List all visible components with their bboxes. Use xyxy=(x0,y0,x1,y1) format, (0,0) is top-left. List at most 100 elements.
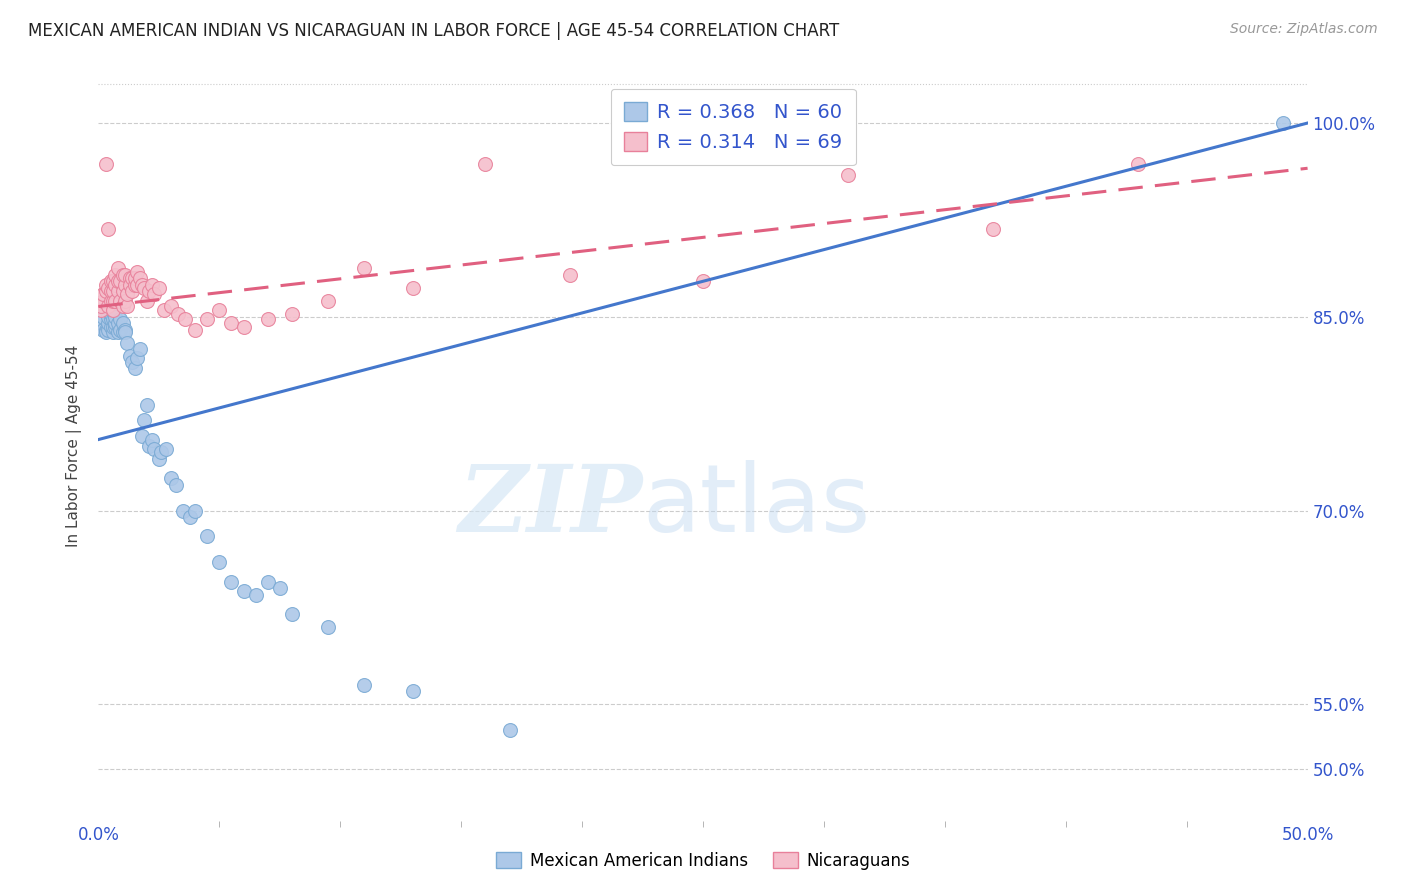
Point xyxy=(111,284,134,298)
Point xyxy=(107,326,129,340)
Point xyxy=(101,284,124,298)
Point xyxy=(104,320,127,334)
Point xyxy=(558,268,581,283)
Text: Source: ZipAtlas.com: Source: ZipAtlas.com xyxy=(1230,22,1378,37)
Point xyxy=(143,442,166,456)
Point xyxy=(174,312,197,326)
Point xyxy=(100,294,122,309)
Text: MEXICAN AMERICAN INDIAN VS NICARAGUAN IN LABOR FORCE | AGE 45-54 CORRELATION CHA: MEXICAN AMERICAN INDIAN VS NICARAGUAN IN… xyxy=(28,22,839,40)
Point xyxy=(90,300,112,314)
Point xyxy=(104,294,127,309)
Point xyxy=(107,274,129,288)
Point xyxy=(94,326,117,340)
Point xyxy=(107,316,129,330)
Point xyxy=(138,284,160,298)
Point xyxy=(131,428,153,442)
Point xyxy=(100,284,122,298)
Legend: R = 0.368   N = 60, R = 0.314   N = 69: R = 0.368 N = 60, R = 0.314 N = 69 xyxy=(610,88,856,165)
Point xyxy=(165,477,187,491)
Point xyxy=(111,326,134,340)
Point xyxy=(155,442,177,456)
Point xyxy=(353,260,375,275)
Point xyxy=(1272,116,1295,130)
Point xyxy=(221,316,243,330)
Point xyxy=(108,312,131,326)
Point xyxy=(101,294,124,309)
Point xyxy=(114,268,136,283)
Point xyxy=(117,286,139,301)
Point xyxy=(141,433,163,447)
Point xyxy=(94,284,117,298)
Point xyxy=(124,277,146,292)
Point xyxy=(208,555,231,569)
Point xyxy=(172,503,194,517)
Point xyxy=(111,300,134,314)
Point xyxy=(114,323,136,337)
Point xyxy=(91,323,114,337)
Point xyxy=(221,574,243,589)
Point xyxy=(138,439,160,453)
Point xyxy=(101,320,124,334)
Point xyxy=(981,222,1004,236)
Point xyxy=(121,271,143,285)
Point xyxy=(160,471,183,485)
Point xyxy=(100,307,122,321)
Point xyxy=(90,316,112,330)
Point xyxy=(118,271,141,285)
Point xyxy=(143,286,166,301)
Point xyxy=(111,316,134,330)
Point xyxy=(104,310,127,324)
Point xyxy=(134,413,156,427)
Point xyxy=(167,307,190,321)
Point xyxy=(101,326,124,340)
Point xyxy=(135,294,157,309)
Point xyxy=(94,323,117,337)
Point xyxy=(107,284,129,298)
Point xyxy=(148,281,170,295)
Point xyxy=(692,274,714,288)
Point xyxy=(184,503,207,517)
Point xyxy=(114,277,136,292)
Point xyxy=(837,168,859,182)
Point xyxy=(101,312,124,326)
Point xyxy=(195,529,218,543)
Point xyxy=(124,361,146,376)
Point xyxy=(104,277,127,292)
Point xyxy=(124,271,146,285)
Text: atlas: atlas xyxy=(643,460,870,552)
Text: ZIP: ZIP xyxy=(458,461,643,551)
Point xyxy=(127,351,149,366)
Point xyxy=(135,398,157,412)
Legend: Mexican American Indians, Nicaraguans: Mexican American Indians, Nicaraguans xyxy=(489,846,917,877)
Point xyxy=(184,323,207,337)
Point xyxy=(91,310,114,324)
Point xyxy=(498,723,520,738)
Point xyxy=(353,678,375,692)
Point xyxy=(101,303,124,318)
Point xyxy=(108,274,131,288)
Point xyxy=(1128,157,1150,171)
Point xyxy=(108,294,131,309)
Point xyxy=(97,323,120,337)
Point xyxy=(118,349,141,363)
Point xyxy=(100,320,122,334)
Point xyxy=(100,274,122,288)
Point xyxy=(91,294,114,309)
Point xyxy=(402,684,425,698)
Point xyxy=(97,316,120,330)
Point xyxy=(121,355,143,369)
Point xyxy=(107,260,129,275)
Point xyxy=(94,157,117,171)
Point xyxy=(152,303,174,318)
Point xyxy=(94,303,117,318)
Point xyxy=(117,335,139,350)
Point xyxy=(114,294,136,309)
Point xyxy=(108,323,131,337)
Point xyxy=(117,300,139,314)
Point xyxy=(97,310,120,324)
Point xyxy=(208,303,231,318)
Point xyxy=(269,581,291,595)
Point xyxy=(316,294,339,309)
Point xyxy=(100,312,122,326)
Point xyxy=(316,620,339,634)
